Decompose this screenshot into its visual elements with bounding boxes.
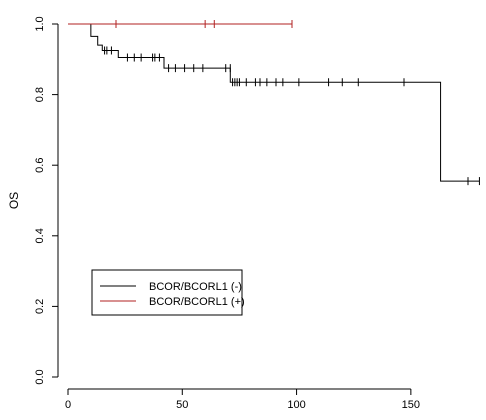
y-axis-title: OS	[7, 192, 21, 209]
x-tick-label: 100	[287, 399, 305, 411]
y-tick-label: 0.6	[34, 158, 46, 173]
x-tick-label: 50	[176, 399, 188, 411]
y-tick-label: 1.0	[34, 16, 46, 31]
y-tick-label: 0.0	[34, 369, 46, 384]
y-tick-label: 0.2	[34, 299, 46, 314]
series-1	[68, 20, 293, 28]
y-tick-label: 0.8	[34, 87, 46, 102]
legend: BCOR/BCORL1 (-) BCOR/BCORL1 (+)	[91, 269, 245, 316]
legend-label-negative: BCOR/BCORL1 (-)	[149, 281, 242, 293]
survival-curve-0	[68, 23, 480, 182]
axes	[57, 24, 411, 390]
series-0	[68, 23, 480, 186]
x-tick-label: 150	[402, 399, 420, 411]
y-tick-label: 0.4	[34, 228, 46, 243]
y-ticks: 0.0 0.2 0.4 0.6 0.8 1.0	[34, 16, 58, 385]
legend-box	[91, 269, 243, 316]
x-ticks: 0 50 100 150	[65, 389, 420, 411]
x-tick-label: 0	[65, 399, 71, 411]
legend-label-positive: BCOR/BCORL1 (+)	[149, 296, 245, 308]
series-layer	[68, 20, 480, 186]
